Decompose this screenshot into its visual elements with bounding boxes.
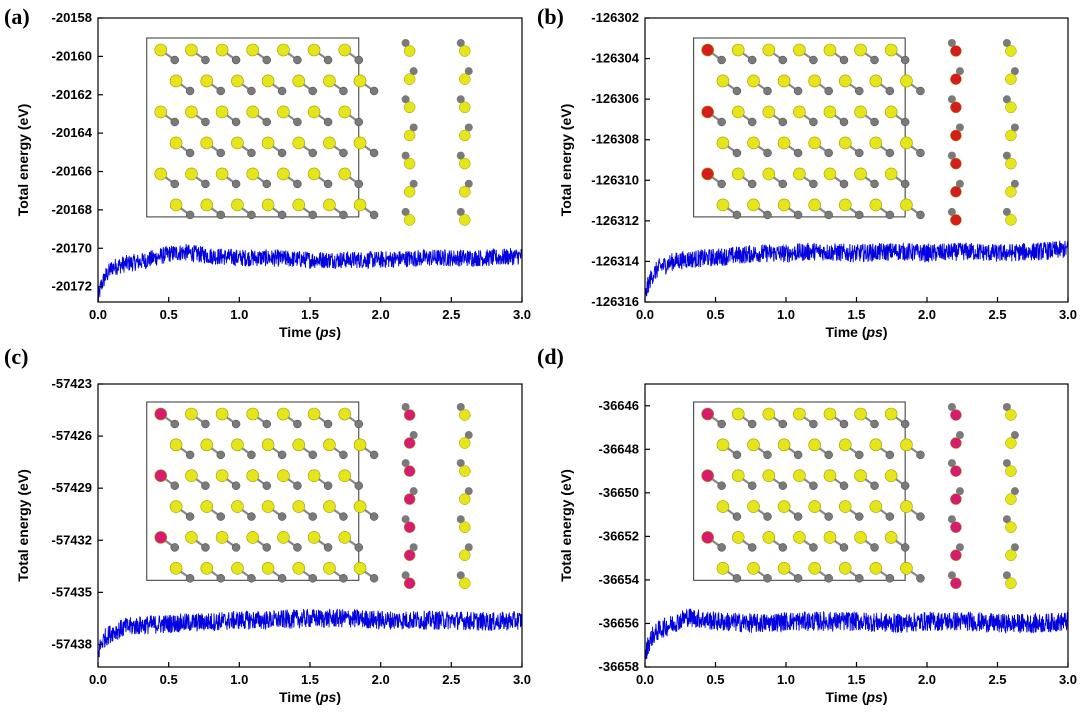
panel-label: (c) [4,344,28,369]
y-tick-label: -57423 [52,376,92,391]
x-tick-label: 1.0 [230,672,248,687]
series-line [644,608,1069,666]
x-tick-label: 3.0 [1059,307,1077,322]
panel-3: (d) 0.0 0.5 1.0 1.5 2.0 2.5 3.0 -36646 -36648 -366… [537,344,1077,705]
x-tick-label: 0.5 [160,672,178,687]
y-tick-label: -36648 [599,441,639,456]
x-tick-label: 1.5 [301,672,319,687]
x-tick-label: 2.5 [988,672,1006,687]
structure-inset [146,401,473,590]
x-tick-label: 0.5 [706,307,724,322]
panel-label: (b) [537,4,564,29]
y-tick-label: -20162 [52,87,92,102]
x-tick-label: 1.5 [847,307,865,322]
x-tick-label: 1.0 [777,307,795,322]
y-tick-label: -36656 [599,615,639,630]
series-line [97,608,523,658]
y-tick-label: -57429 [52,480,92,495]
x-tick-label: 1.0 [230,307,248,322]
y-tick-label: -57426 [52,428,92,443]
x-axis-label: Time (ps) [826,689,888,705]
y-tick-label: -20166 [52,164,92,179]
y-tick-label: -20172 [52,279,92,294]
y-tick-label: -57432 [52,532,92,547]
x-tick-label: 2.0 [918,672,936,687]
structure-inset [146,37,473,226]
panel-label: (d) [537,344,564,369]
panel-1: (b) 0.0 0.5 1.0 1.5 2.0 2.5 3.0 -126302 -126304 -1… [537,4,1077,340]
x-tick-label: 0.5 [160,307,178,322]
y-tick-label: -20170 [52,240,92,255]
y-tick-label: -126306 [591,91,639,106]
x-tick-label: 1.0 [777,672,795,687]
x-tick-label: 2.5 [442,672,460,687]
y-axis-label: Total energy (eV) [558,469,574,582]
y-tick-label: -36652 [599,528,639,543]
x-tick-label: 3.0 [513,672,531,687]
x-tick-label: 0.0 [636,672,654,687]
y-tick-label: -36650 [599,485,639,500]
y-axis-label: Total energy (eV) [15,469,31,582]
structure-inset [693,37,1019,226]
x-axis-label: Time (ps) [279,324,341,340]
y-axis-label: Total energy (eV) [15,104,31,217]
y-axis-label: Total energy (eV) [558,104,574,217]
y-tick-label: -20164 [52,125,93,140]
x-tick-label: 1.5 [301,307,319,322]
x-axis-label: Time (ps) [826,324,888,340]
y-tick-label: -36646 [599,398,639,413]
panel-2: (c) 0.0 0.5 1.0 1.5 2.0 2.5 3.0 -57423 -57426 -574… [4,344,531,705]
panel-label: (a) [4,4,30,29]
x-tick-label: 2.0 [372,672,390,687]
x-tick-label: 0.0 [89,672,107,687]
x-tick-label: 0.0 [89,307,107,322]
structure-inset [693,401,1019,590]
y-tick-label: -57435 [52,584,92,599]
x-tick-label: 1.5 [847,672,865,687]
y-tick-label: -126308 [591,132,639,147]
x-tick-label: 2.0 [372,307,390,322]
x-tick-label: 0.5 [706,672,724,687]
y-tick-label: -57438 [52,636,92,651]
y-tick-label: -126312 [591,213,639,228]
y-tick-label: -126314 [591,253,639,268]
x-tick-label: 2.0 [918,307,936,322]
y-tick-label: -36654 [599,572,640,587]
series-line [97,244,523,303]
series-line [644,240,1069,302]
y-tick-label: -126304 [591,51,639,66]
panel-0: (a) 0.0 0.5 1.0 1.5 2.0 2.5 3.0 -20158 -20160 -201… [4,4,531,340]
y-tick-label: -126302 [591,10,639,25]
x-tick-label: 3.0 [513,307,531,322]
x-tick-label: 3.0 [1059,672,1077,687]
y-tick-label: -20168 [52,202,92,217]
x-tick-label: 2.5 [988,307,1006,322]
x-tick-label: 0.0 [636,307,654,322]
y-tick-label: -20160 [52,48,92,63]
y-tick-label: -126316 [591,294,639,309]
x-axis-label: Time (ps) [279,689,341,705]
x-tick-label: 2.5 [442,307,460,322]
y-tick-label: -36658 [599,659,639,674]
y-tick-label: -126310 [591,172,639,187]
y-tick-label: -20158 [52,10,92,25]
